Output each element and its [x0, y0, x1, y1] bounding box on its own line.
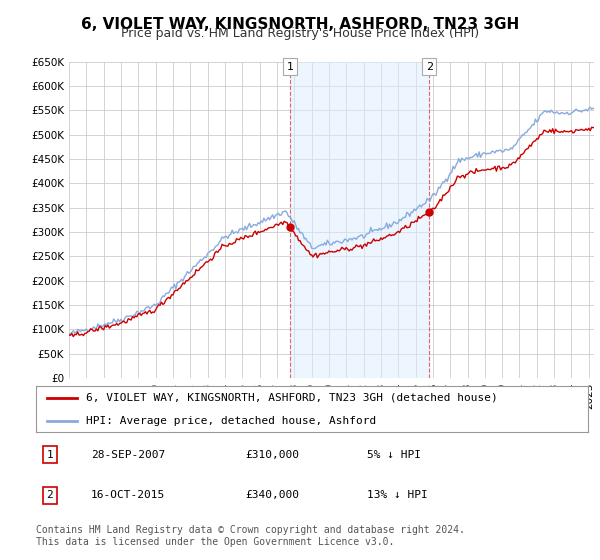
Text: 1: 1	[286, 62, 293, 72]
Text: 5% ↓ HPI: 5% ↓ HPI	[367, 450, 421, 460]
Text: 28-SEP-2007: 28-SEP-2007	[91, 450, 166, 460]
Text: Contains HM Land Registry data © Crown copyright and database right 2024.
This d: Contains HM Land Registry data © Crown c…	[36, 525, 465, 547]
Text: £310,000: £310,000	[246, 450, 300, 460]
Text: HPI: Average price, detached house, Ashford: HPI: Average price, detached house, Ashf…	[86, 416, 376, 426]
Text: 13% ↓ HPI: 13% ↓ HPI	[367, 490, 428, 500]
Text: 2: 2	[46, 490, 53, 500]
Text: 6, VIOLET WAY, KINGSNORTH, ASHFORD, TN23 3GH (detached house): 6, VIOLET WAY, KINGSNORTH, ASHFORD, TN23…	[86, 393, 497, 403]
Text: Price paid vs. HM Land Registry's House Price Index (HPI): Price paid vs. HM Land Registry's House …	[121, 27, 479, 40]
Text: £340,000: £340,000	[246, 490, 300, 500]
Text: 2: 2	[425, 62, 433, 72]
Bar	[290, 62, 429, 378]
Text: 16-OCT-2015: 16-OCT-2015	[91, 490, 166, 500]
Text: 1: 1	[46, 450, 53, 460]
Text: 6, VIOLET WAY, KINGSNORTH, ASHFORD, TN23 3GH: 6, VIOLET WAY, KINGSNORTH, ASHFORD, TN23…	[81, 17, 519, 32]
